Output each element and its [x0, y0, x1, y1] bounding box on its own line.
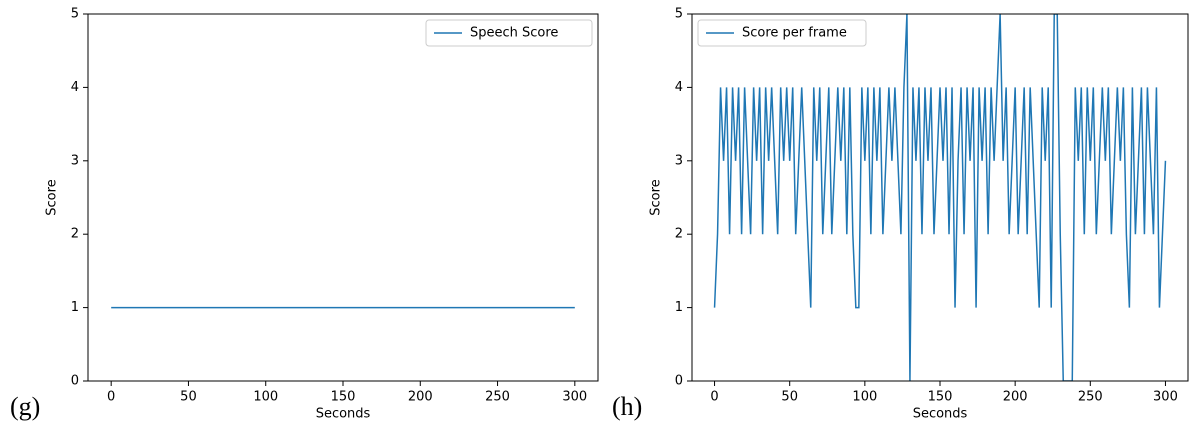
panel-label: (g)	[10, 392, 40, 421]
y-axis-label: Score	[45, 179, 60, 215]
x-tick-label: 200	[408, 390, 433, 405]
x-tick-label: 100	[852, 390, 877, 405]
legend-label: Speech Score	[470, 26, 558, 41]
y-tick-label: 4	[675, 80, 683, 95]
y-tick-label: 1	[71, 300, 79, 315]
chart: 0 50 100 150 200 250 300 0 1 2 3 4 5 Seconds Score (h) S…	[612, 7, 1189, 422]
y-tick-label: 2	[675, 227, 683, 242]
chart: 0 50 100 150 200 250 300 0 1 2 3 4 5 Seconds Score (g) S…	[10, 7, 599, 422]
y-tick-label: 0	[71, 374, 79, 389]
x-tick-label: 0	[710, 390, 718, 405]
y-tick-label: 3	[71, 153, 79, 168]
x-tick-label: 100	[253, 390, 278, 405]
x-tick-label: 150	[331, 390, 356, 405]
x-tick-label: 0	[107, 390, 115, 405]
x-tick-label: 300	[562, 390, 587, 405]
plot-area	[713, 14, 1167, 381]
x-tick-label: 200	[1003, 390, 1028, 405]
legend-box	[697, 19, 867, 47]
x-tick-label: 50	[180, 390, 197, 405]
y-tick-label: 2	[71, 227, 79, 242]
data-line	[713, 14, 1167, 381]
axes-frame	[691, 13, 1189, 382]
x-tick-label: 250	[1078, 390, 1103, 405]
x-axis-label: Seconds	[913, 407, 968, 422]
x-tick-label: 150	[928, 390, 953, 405]
y-tick-label: 4	[71, 80, 79, 95]
legend-box	[425, 19, 593, 47]
x-tick-label: 50	[781, 390, 798, 405]
panel-label: (h)	[612, 392, 642, 421]
y-tick-label: 1	[675, 300, 683, 315]
y-tick-label: 5	[71, 7, 79, 22]
x-axis-label: Seconds	[316, 407, 371, 422]
y-tick-label: 0	[675, 374, 683, 389]
legend-label: Score per frame	[742, 26, 847, 41]
x-tick-label: 300	[1153, 390, 1178, 405]
y-tick-label: 3	[675, 153, 683, 168]
x-tick-label: 250	[485, 390, 510, 405]
y-tick-label: 5	[675, 7, 683, 22]
y-axis-label: Score	[649, 179, 664, 215]
axes-frame	[87, 13, 599, 382]
